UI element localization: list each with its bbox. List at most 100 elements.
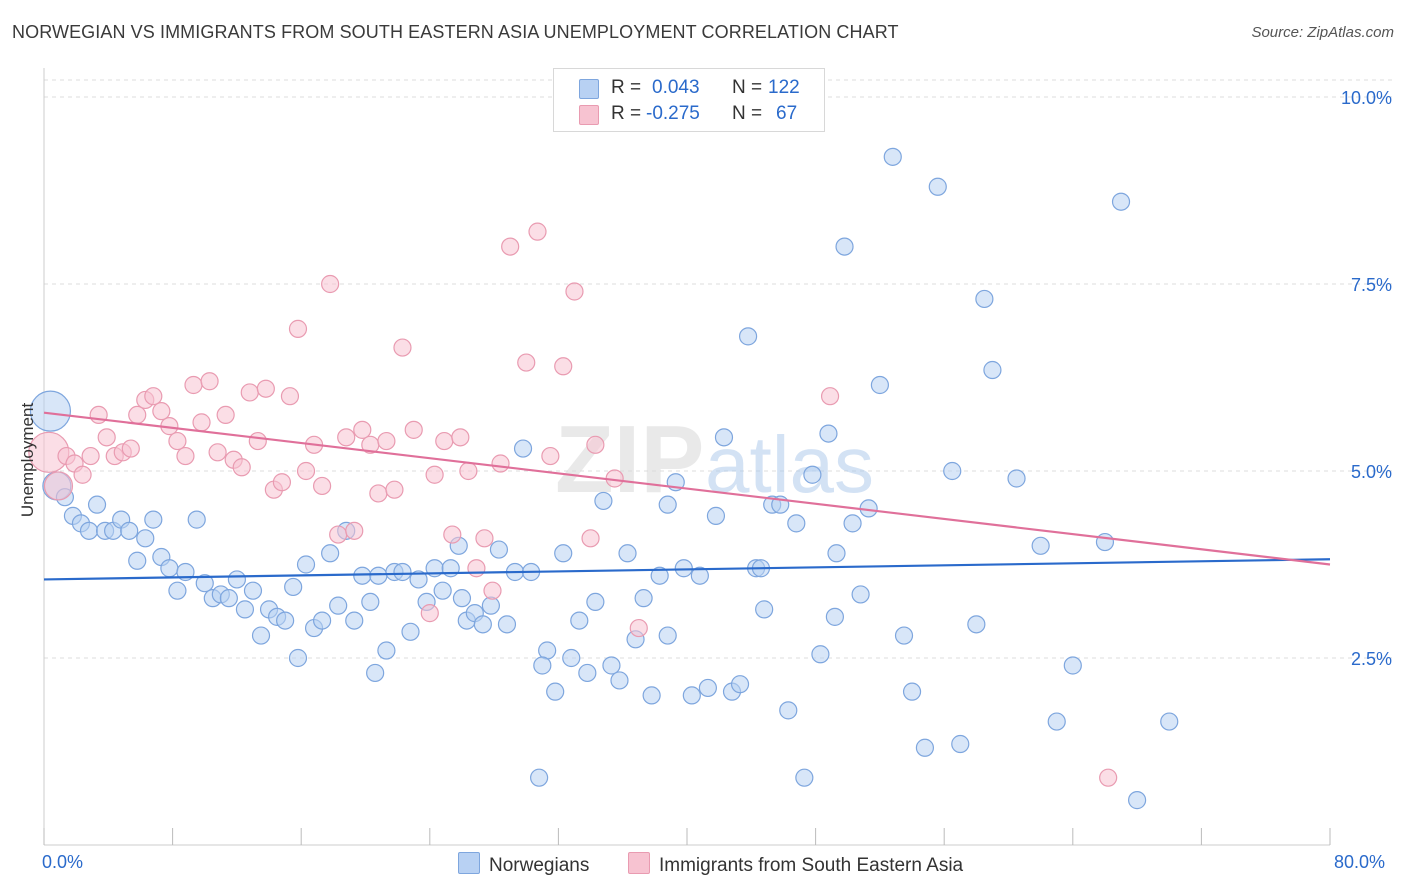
norwegian-point [321, 544, 340, 563]
immigrant-point [43, 471, 74, 501]
immigrant-point [329, 525, 348, 544]
norwegian-point [195, 574, 214, 593]
norwegian-point [1160, 712, 1179, 731]
norwegian-point [409, 570, 428, 589]
norwegian-point [219, 589, 238, 608]
immigrant-point [168, 431, 187, 451]
norwegian-point [586, 592, 605, 612]
immigrant-point [321, 274, 340, 294]
norwegian-point [187, 510, 206, 529]
immigrant-point [377, 431, 396, 451]
norwegian-point [915, 738, 935, 757]
immigrant-point [240, 383, 259, 402]
watermark-zip: ZIP [555, 406, 704, 513]
norwegian-point [489, 540, 509, 559]
immigrant-point [192, 413, 211, 432]
immigrant-point [288, 319, 308, 338]
immigrant-point [425, 465, 444, 484]
norwegian-point [835, 237, 854, 256]
correlation-legend: R = 0.043 N = 122 R = -0.275 N = 67 [553, 68, 825, 132]
norwegian-point [546, 682, 565, 701]
chart-title: NORWEGIAN VS IMMIGRANTS FROM SOUTH EASTE… [12, 22, 899, 42]
immigrant-point [491, 454, 510, 473]
norwegian-point [975, 289, 994, 309]
norwegian-point [312, 611, 332, 630]
immigrant-point [528, 222, 547, 241]
norwegian-point [578, 663, 597, 683]
norwegian-point [1007, 469, 1026, 488]
x-tick-label-max: 80.0% [1334, 852, 1386, 872]
norwegian-point [698, 678, 717, 698]
legend-r-label: R = [611, 77, 642, 98]
immigrant-point [443, 525, 462, 544]
y-axis-title: Unemployment [18, 402, 37, 518]
norwegian-point [144, 510, 163, 529]
immigrant-point [541, 446, 560, 466]
norwegian-point [811, 645, 830, 664]
norwegian-point [827, 544, 846, 563]
immigrant-point [451, 428, 470, 447]
immigrant-point [1099, 768, 1118, 787]
norwegian-point [650, 566, 669, 585]
norwegian-point [120, 521, 139, 540]
immigrant-point [353, 420, 372, 439]
norwegian-point [730, 675, 750, 694]
immigrant-trend-line [43, 411, 1331, 566]
norwegian-point [682, 686, 701, 705]
immigrant-point [629, 618, 648, 638]
chart-source: Source: ZipAtlas.com [1251, 24, 1394, 41]
immigrant-point [272, 473, 292, 492]
norwegian-point [795, 768, 814, 787]
x-tick-label-min: 0.0% [42, 852, 84, 872]
norwegian-point [951, 734, 970, 754]
norwegian-point [738, 327, 758, 346]
norwegian-point [1047, 712, 1066, 731]
y-tick-label: 7.5% [1351, 275, 1392, 295]
immigrant-point [586, 435, 605, 454]
norwegian-point [235, 600, 255, 619]
norwegian-point [706, 506, 726, 525]
norwegian-trend-line [43, 558, 1331, 581]
legend-swatch-blue [579, 79, 599, 99]
series-legend: Norwegians Immigrants from South Eastern… [0, 852, 1406, 878]
norwegian-point [160, 559, 179, 578]
norwegian-point [284, 577, 303, 597]
immigrant-point [435, 431, 454, 451]
norwegian-point [870, 375, 890, 395]
legend-r-value: 0.043 [652, 77, 700, 98]
norwegian-point [658, 495, 677, 514]
norwegian-point [928, 177, 947, 196]
norwegian-point [288, 648, 308, 668]
norwegian-point [276, 611, 295, 630]
norwegian-point [361, 592, 380, 612]
norwegian-point [353, 566, 372, 585]
norwegian-point [369, 566, 388, 585]
immigrant-point [820, 387, 840, 406]
legend-row-immigrants: R = -0.275 N = 67 [554, 101, 824, 127]
immigrant-point [152, 402, 171, 421]
immigrant-point [345, 521, 364, 540]
norwegian-point [401, 622, 420, 641]
norwegian-point [983, 360, 1002, 380]
norwegian-point [570, 611, 589, 630]
norwegian-point [658, 626, 677, 645]
norwegian-point [473, 615, 492, 634]
immigrant-point [554, 357, 573, 376]
immigrant-point [501, 237, 520, 256]
norwegian-point [136, 529, 155, 548]
legend-swatch-pink [579, 105, 599, 125]
norwegian-point [779, 701, 798, 720]
norwegian-point [825, 607, 844, 626]
norwegian-point [1127, 791, 1147, 810]
legend-n-value: 67 [776, 103, 798, 124]
immigrant-point [248, 431, 267, 451]
norwegian-point [251, 626, 271, 645]
legend-swatch-pink [628, 852, 650, 874]
norwegian-point [714, 428, 734, 447]
y-tick-label: 5.0% [1351, 462, 1392, 482]
norwegian-point [533, 656, 552, 675]
norwegian-point [79, 521, 99, 540]
legend-item-norwegians[interactable]: Norwegians [458, 852, 589, 877]
legend-item-immigrants[interactable]: Immigrants from South Eastern Asia [628, 852, 963, 877]
